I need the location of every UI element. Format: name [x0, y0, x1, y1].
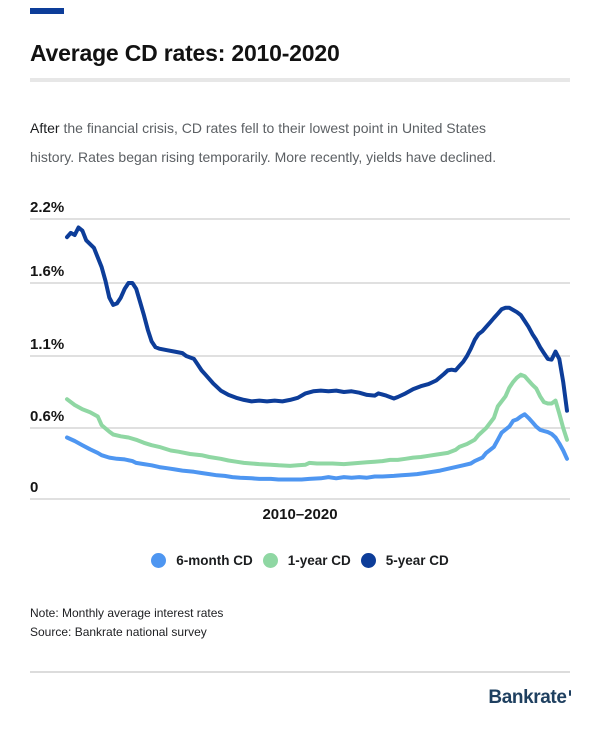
footer-divider [30, 671, 570, 673]
title-divider [30, 78, 570, 82]
brand-accent-bar [30, 8, 64, 14]
bankrate-logo: Bankrate [488, 687, 571, 709]
legend-dot-icon [151, 553, 167, 568]
x-axis-label: 2010–2020 [262, 506, 338, 523]
legend-item: 6-month CD [151, 553, 253, 569]
legend-label: 5-year CD [385, 552, 449, 568]
cd-rates-line-chart: 2.2% 1.6% 1.1% 0.6% 0 2010–2020 6-month CD 1-… [0, 195, 600, 580]
legend-item: 5-year CD [360, 552, 449, 569]
logo-trademark-tick [568, 690, 571, 696]
legend-dot-icon [360, 553, 376, 568]
source-text: Source: Bankrate national survey [30, 625, 207, 639]
intro-line-2: history. Rates began rising temporarily.… [30, 149, 497, 165]
legend-label: 6-month CD [176, 552, 253, 568]
chart-legend: 6-month CD 1-year CD 5-year CD [0, 552, 600, 569]
legend-item: 1-year CD [262, 552, 351, 569]
y-tick-label: 1.6% [30, 263, 65, 280]
note-text: Note: Monthly average interest rates [30, 606, 224, 620]
legend-dot-icon [262, 553, 278, 568]
page-title: Average CD rates: 2010-2020 [30, 40, 340, 66]
intro-paragraph: After the financial crisis, CD rates fel… [30, 114, 575, 172]
intro-lead-word: After [30, 120, 60, 136]
y-tick-label: 0.6% [30, 408, 65, 425]
legend-label: 1-year CD [287, 552, 351, 568]
y-tick-label: 1.1% [30, 336, 65, 353]
intro-line-1-rest: the financial crisis, CD rates fell to t… [59, 120, 486, 136]
intro-line-1: After the financial crisis, CD rates fel… [30, 114, 575, 143]
y-tick-label: 0 [30, 479, 39, 496]
y-tick-label: 2.2% [30, 199, 65, 216]
logo-text: Bankrate [488, 687, 567, 708]
footnotes: Note: Monthly average interest rates Sou… [30, 604, 570, 642]
chart-canvas [30, 218, 570, 500]
